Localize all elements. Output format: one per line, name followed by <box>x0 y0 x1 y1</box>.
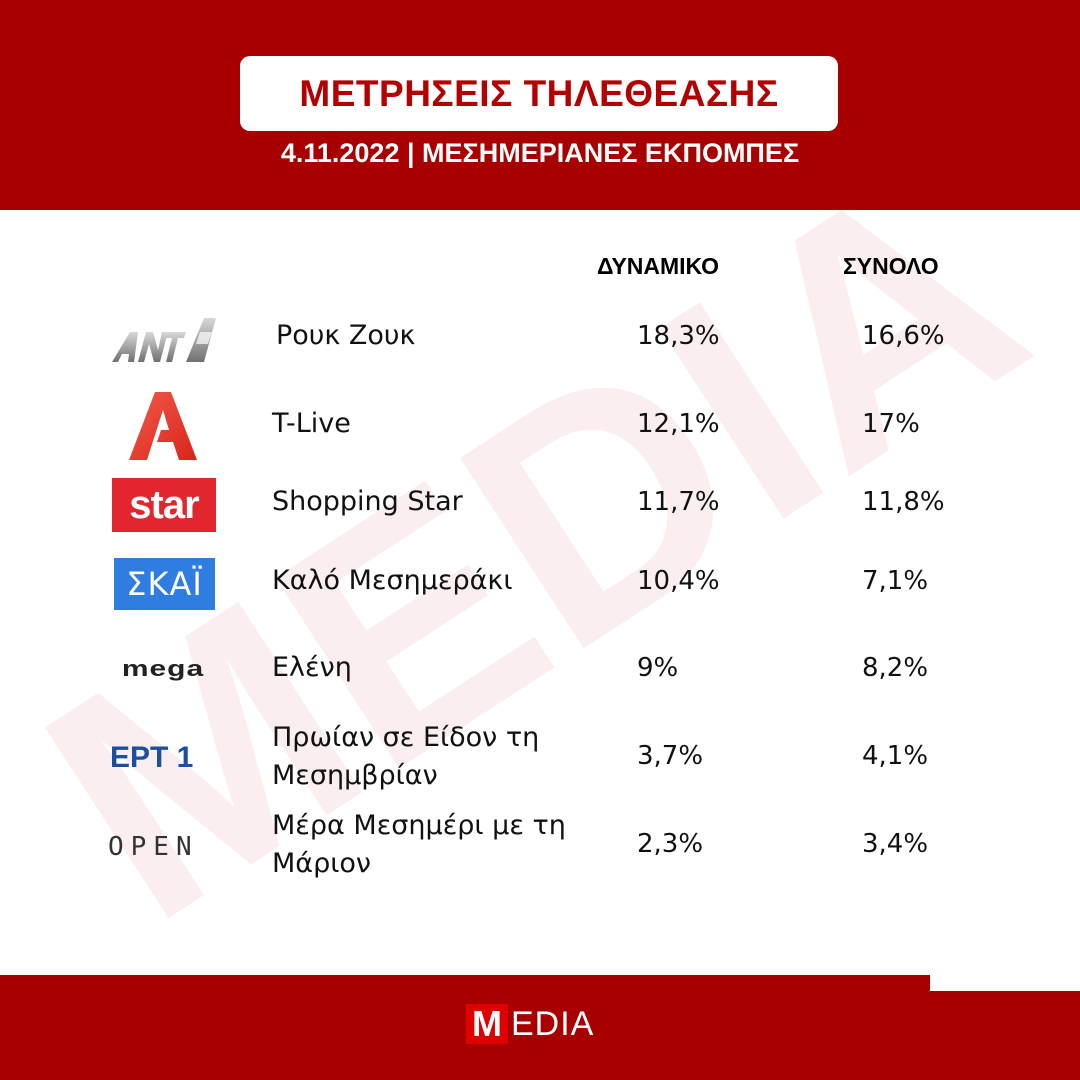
open-logo-text: OPEN <box>108 832 199 862</box>
media-brand-logo: M EDIA <box>466 1003 595 1044</box>
page-subtitle: 4.11.2022 | ΜΕΣΗΜΕΡΙΑΝΕΣ ΕΚΠΟΜΠΕΣ <box>280 138 800 168</box>
dynamic-value: 10,4% <box>637 566 720 596</box>
total-value: 4,1% <box>862 741 929 771</box>
show-title-line2: Μεσημβρίαν <box>272 760 438 791</box>
footer-banner <box>0 975 1080 1080</box>
dynamic-value: 9% <box>637 653 679 683</box>
show-title-line1: Πρωίαν σε Είδον τη <box>272 722 540 753</box>
dynamic-value: 3,7% <box>637 741 704 771</box>
dynamic-value: 18,3% <box>637 321 720 351</box>
footer-notch <box>930 975 1080 991</box>
star-logo-text: star <box>129 482 199 527</box>
open-logo-icon: OPEN <box>108 830 220 864</box>
page-title: ΜΕΤΡΗΣΕΙΣ ΤΗΛΕΘΕΑΣΗΣ <box>299 72 779 114</box>
show-title-line1: Μέρα Μεσημέρι με τη <box>272 810 566 841</box>
show-title: Shopping Star <box>272 486 463 517</box>
show-title: Ρουκ Ζουκ <box>276 320 416 351</box>
show-title: T-Live <box>272 408 351 439</box>
brand-m-box: M <box>466 1003 508 1044</box>
ert1-logo-text: ΕΡΤ 1 <box>110 741 194 774</box>
skai-logo-icon: ΣΚΑΪ <box>114 558 215 610</box>
ert1-logo-icon: ΕΡΤ 1 <box>110 738 220 778</box>
show-title: Καλό Μεσημεράκι <box>272 565 513 596</box>
show-title-line2: Μάριον <box>272 848 371 879</box>
mega-logo-icon: mega <box>106 654 220 684</box>
show-title: Ελένη <box>272 652 352 683</box>
total-value: 3,4% <box>862 829 929 859</box>
column-header-total: ΣΥΝΟΛΟ <box>843 253 939 279</box>
total-value: 17% <box>862 409 920 439</box>
dynamic-value: 11,7% <box>637 487 720 517</box>
mega-logo-text: mega <box>121 656 205 681</box>
brand-text: EDIA <box>511 1004 595 1043</box>
skai-logo-text: ΣΚΑΪ <box>126 565 203 603</box>
alpha-logo-icon <box>129 392 197 460</box>
total-value: 8,2% <box>862 653 929 683</box>
ant1-logo-icon <box>112 318 216 362</box>
total-value: 11,8% <box>862 487 945 517</box>
dynamic-value: 12,1% <box>637 409 720 439</box>
dynamic-value: 2,3% <box>637 829 704 859</box>
total-value: 16,6% <box>862 321 945 351</box>
star-logo-icon: star <box>112 478 216 532</box>
column-header-dynamic: ΔΥΝΑΜΙΚΟ <box>597 253 719 279</box>
total-value: 7,1% <box>862 566 929 596</box>
title-box: ΜΕΤΡΗΣΕΙΣ ΤΗΛΕΘΕΑΣΗΣ <box>240 56 838 131</box>
